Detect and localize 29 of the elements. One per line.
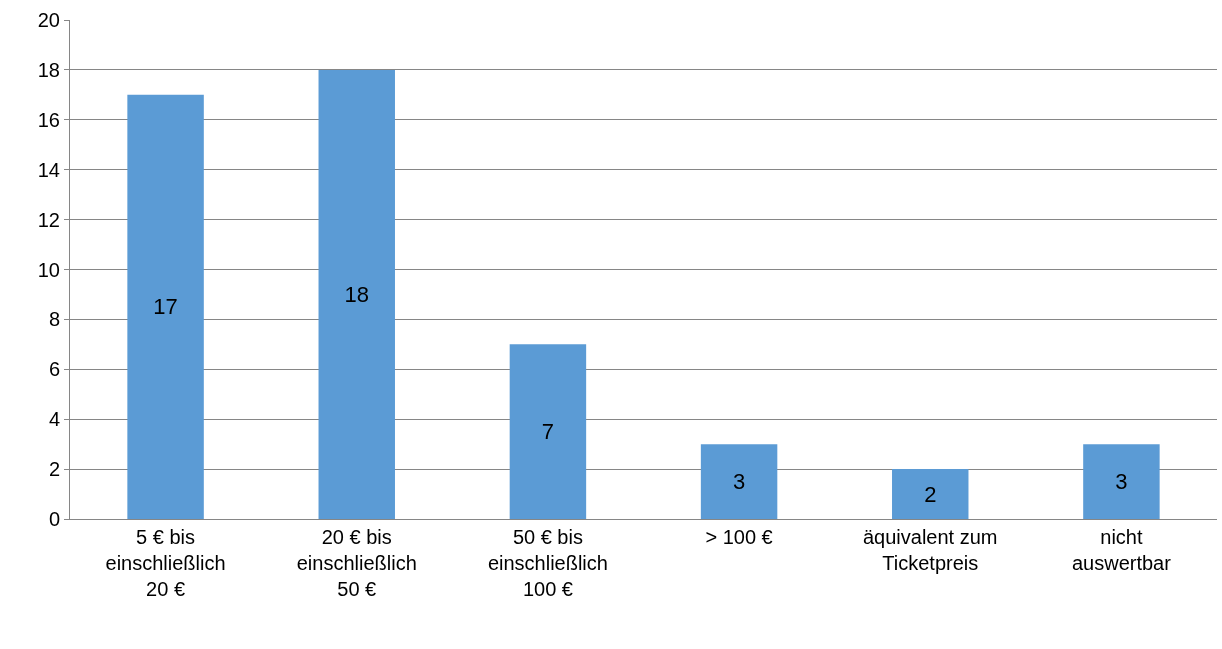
data-label: 3 — [1115, 469, 1128, 495]
y-tick-label: 2 — [48, 458, 60, 481]
y-tick-label: 0 — [48, 508, 60, 530]
y-tick-label: 6 — [48, 358, 60, 381]
x-tick-label: 50 € bis einschließlich 100 € — [487, 526, 608, 600]
y-tick-label: 18 — [37, 58, 60, 81]
bar — [318, 69, 395, 519]
bar — [509, 344, 587, 519]
y-tick-label: 12 — [37, 208, 60, 231]
data-label: 18 — [344, 281, 369, 307]
x-tick-label: 20 € bis einschließlich 50 € — [296, 526, 417, 600]
x-tick-label: äquivalent zum Ticketpreis — [862, 526, 998, 574]
x-tick-label: > 100 € — [705, 526, 773, 548]
bar — [700, 444, 778, 519]
y-tick-label: 14 — [37, 158, 60, 181]
y-tick-label: 4 — [48, 408, 60, 431]
y-tick-label: 20 — [37, 9, 60, 31]
y-tick-label: 16 — [37, 108, 60, 131]
data-label: 3 — [732, 469, 746, 495]
y-tick-label: 10 — [37, 258, 60, 281]
data-label: 2 — [924, 481, 937, 507]
x-tick-label: nicht auswertbar — [1071, 526, 1172, 574]
bar — [127, 94, 204, 519]
data-label: 17 — [153, 294, 178, 320]
x-tick-label: 5 € bis einschließlich 20 € — [105, 526, 226, 600]
data-label: 7 — [541, 419, 555, 445]
bar — [892, 469, 969, 519]
y-tick-label: 8 — [48, 308, 60, 331]
bar — [1083, 444, 1160, 519]
